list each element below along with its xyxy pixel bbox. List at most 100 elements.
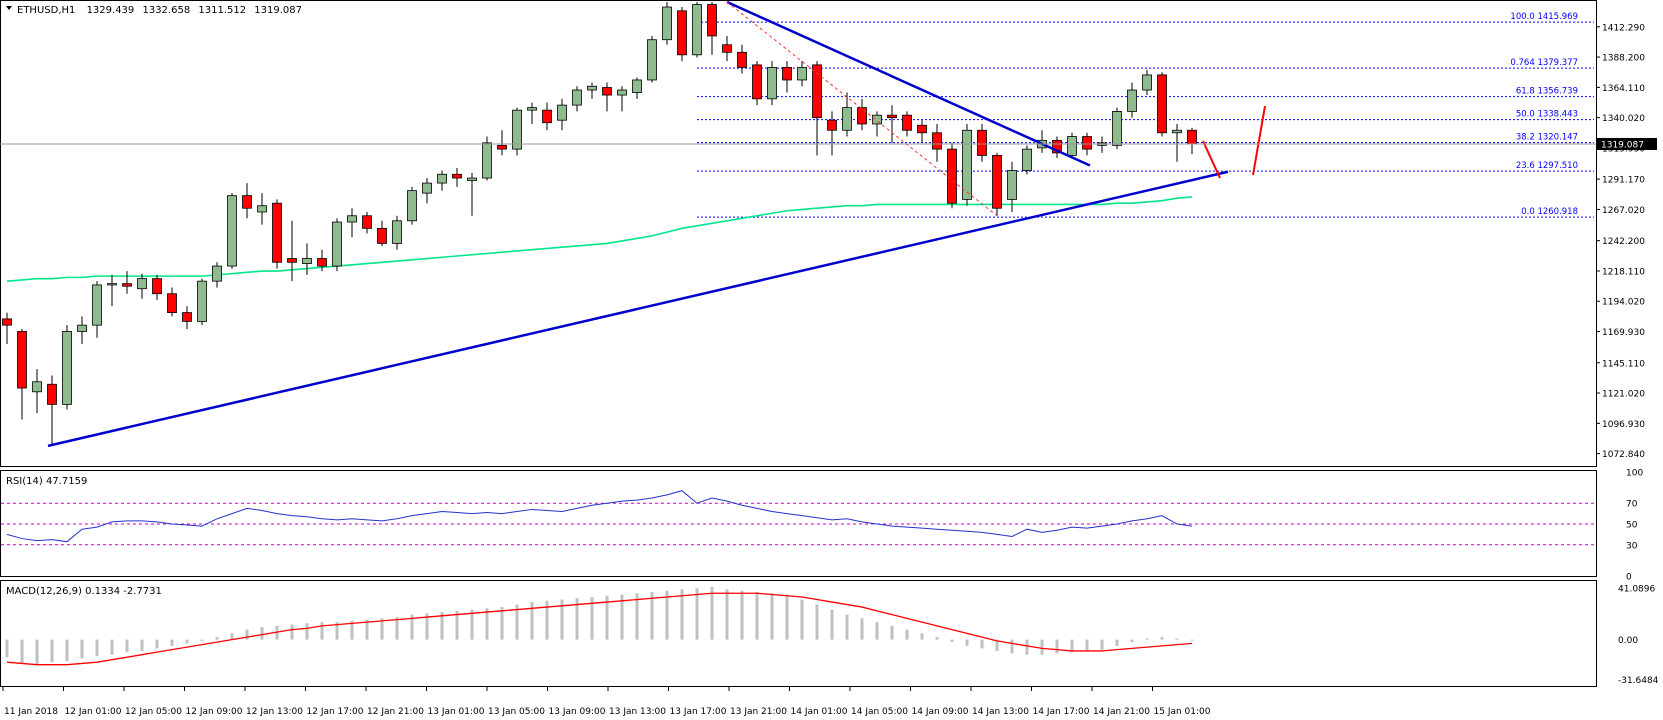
candle-body bbox=[17, 331, 27, 389]
price-axis: 1412.2901388.2001364.1101340.0201315.930… bbox=[1596, 23, 1645, 460]
candle bbox=[1007, 161, 1017, 212]
candle bbox=[827, 111, 837, 156]
macd-histogram-bar bbox=[500, 607, 504, 640]
fib-level-label: 50.0 1338.443 bbox=[1516, 110, 1578, 120]
macd-histogram-bar bbox=[530, 602, 534, 640]
time-tick-label: 13 Jan 05:00 bbox=[488, 707, 545, 717]
candle-body bbox=[452, 173, 462, 179]
macd-histogram-bar bbox=[245, 629, 249, 640]
macd-panel bbox=[0, 580, 1597, 687]
macd-histogram-bar bbox=[65, 639, 69, 661]
candle-body bbox=[407, 190, 417, 222]
fib-level-label: 23.6 1297.510 bbox=[1516, 161, 1578, 171]
price-tick-label: 1242.200 bbox=[1602, 237, 1645, 247]
macd-histogram-bar bbox=[485, 608, 489, 640]
candle-body bbox=[1082, 136, 1092, 150]
candle bbox=[542, 102, 552, 131]
candle bbox=[332, 218, 342, 272]
candle-body bbox=[32, 381, 42, 393]
time-tick-label: 13 Jan 13:00 bbox=[609, 707, 666, 717]
price-tick-label: 1169.930 bbox=[1602, 328, 1645, 338]
candle-body bbox=[917, 124, 927, 134]
candle-body bbox=[497, 144, 507, 150]
macd-histogram-bar bbox=[470, 609, 474, 640]
price-tick-label: 1218.110 bbox=[1602, 267, 1645, 277]
candle-body bbox=[512, 109, 522, 150]
fib-level-label: 0.0 1260.918 bbox=[1521, 207, 1578, 217]
macd-histogram-bar bbox=[830, 609, 834, 640]
candle-body bbox=[857, 107, 867, 125]
candle bbox=[302, 243, 312, 275]
fib-level-label: 100.0 1415.969 bbox=[1510, 12, 1578, 22]
price-tick-label: 1267.020 bbox=[1602, 206, 1645, 216]
candle bbox=[737, 44, 747, 74]
price-tick-label: 1096.930 bbox=[1602, 420, 1645, 430]
candle bbox=[467, 173, 477, 216]
close-value: 1319.087 bbox=[254, 5, 302, 16]
macd-histogram-bar bbox=[200, 639, 204, 641]
price-tick-label: 1388.200 bbox=[1602, 54, 1645, 64]
macd-histogram-bar bbox=[35, 639, 39, 665]
rsi-line bbox=[6, 490, 1193, 543]
candle bbox=[392, 215, 402, 250]
price-tick-label: 1364.110 bbox=[1602, 84, 1645, 94]
time-tick-label: 13 Jan 01:00 bbox=[428, 707, 485, 717]
candle-body bbox=[1142, 74, 1152, 91]
candle bbox=[227, 193, 237, 269]
macd-histogram-bar bbox=[1115, 639, 1119, 646]
candle bbox=[1172, 123, 1182, 162]
candle bbox=[422, 178, 432, 204]
macd-histogram-bar bbox=[365, 619, 369, 640]
macd-histogram-bar bbox=[890, 625, 894, 640]
time-tick-label: 13 Jan 09:00 bbox=[549, 707, 606, 717]
time-tick-label: 12 Jan 09:00 bbox=[186, 707, 243, 717]
macd-histogram-bar bbox=[1175, 638, 1179, 640]
candle bbox=[707, 2, 717, 55]
macd-histogram-bar bbox=[110, 639, 114, 655]
candle bbox=[662, 2, 672, 45]
candle-body bbox=[842, 107, 852, 131]
candle-body bbox=[287, 258, 297, 263]
candle bbox=[32, 369, 42, 414]
candle-body bbox=[422, 182, 432, 194]
candle-body bbox=[797, 66, 807, 81]
time-axis: 11 Jan 2018 12 Jan 01:00 12 Jan 05:00 12 Ja… bbox=[2, 687, 1211, 717]
candle bbox=[92, 281, 102, 338]
candle bbox=[902, 111, 912, 137]
rsi-panel bbox=[0, 470, 1597, 577]
candle-body bbox=[1112, 110, 1122, 146]
candle bbox=[497, 130, 507, 156]
candle bbox=[977, 123, 987, 162]
candle-body bbox=[632, 79, 642, 93]
candle bbox=[377, 220, 387, 246]
candle-body bbox=[827, 119, 837, 131]
candle bbox=[17, 328, 27, 420]
candle bbox=[167, 287, 177, 317]
macd-histogram-bar bbox=[1070, 639, 1074, 653]
macd-histogram-bar bbox=[575, 598, 579, 640]
macd-histogram-bar bbox=[590, 597, 594, 640]
candle bbox=[992, 152, 1002, 216]
macd-histogram-bar bbox=[650, 592, 654, 640]
macd-histogram-bar bbox=[260, 627, 264, 640]
candle-body bbox=[347, 215, 357, 223]
current-price-value: 1319.087 bbox=[1601, 140, 1644, 150]
candle-body bbox=[602, 87, 612, 96]
arrow-up-icon bbox=[1252, 105, 1266, 176]
macd-histogram-bar bbox=[95, 639, 99, 656]
candle bbox=[1157, 72, 1167, 137]
macd-histogram-bar bbox=[545, 600, 549, 640]
candle bbox=[1022, 145, 1032, 175]
candle-body bbox=[242, 195, 252, 209]
time-tick-label: 14 Jan 21:00 bbox=[1093, 707, 1150, 717]
time-tick-label: 14 Jan 13:00 bbox=[972, 707, 1029, 717]
macd-histogram-bar bbox=[20, 639, 24, 664]
candle bbox=[752, 61, 762, 106]
time-tick-label: 13 Jan 21:00 bbox=[730, 707, 787, 717]
candle bbox=[632, 77, 642, 99]
macd-histogram-bar bbox=[905, 629, 909, 640]
time-tick-label: 11 Jan 2018 bbox=[4, 707, 58, 717]
candle bbox=[812, 61, 822, 156]
candle-body bbox=[377, 227, 387, 244]
